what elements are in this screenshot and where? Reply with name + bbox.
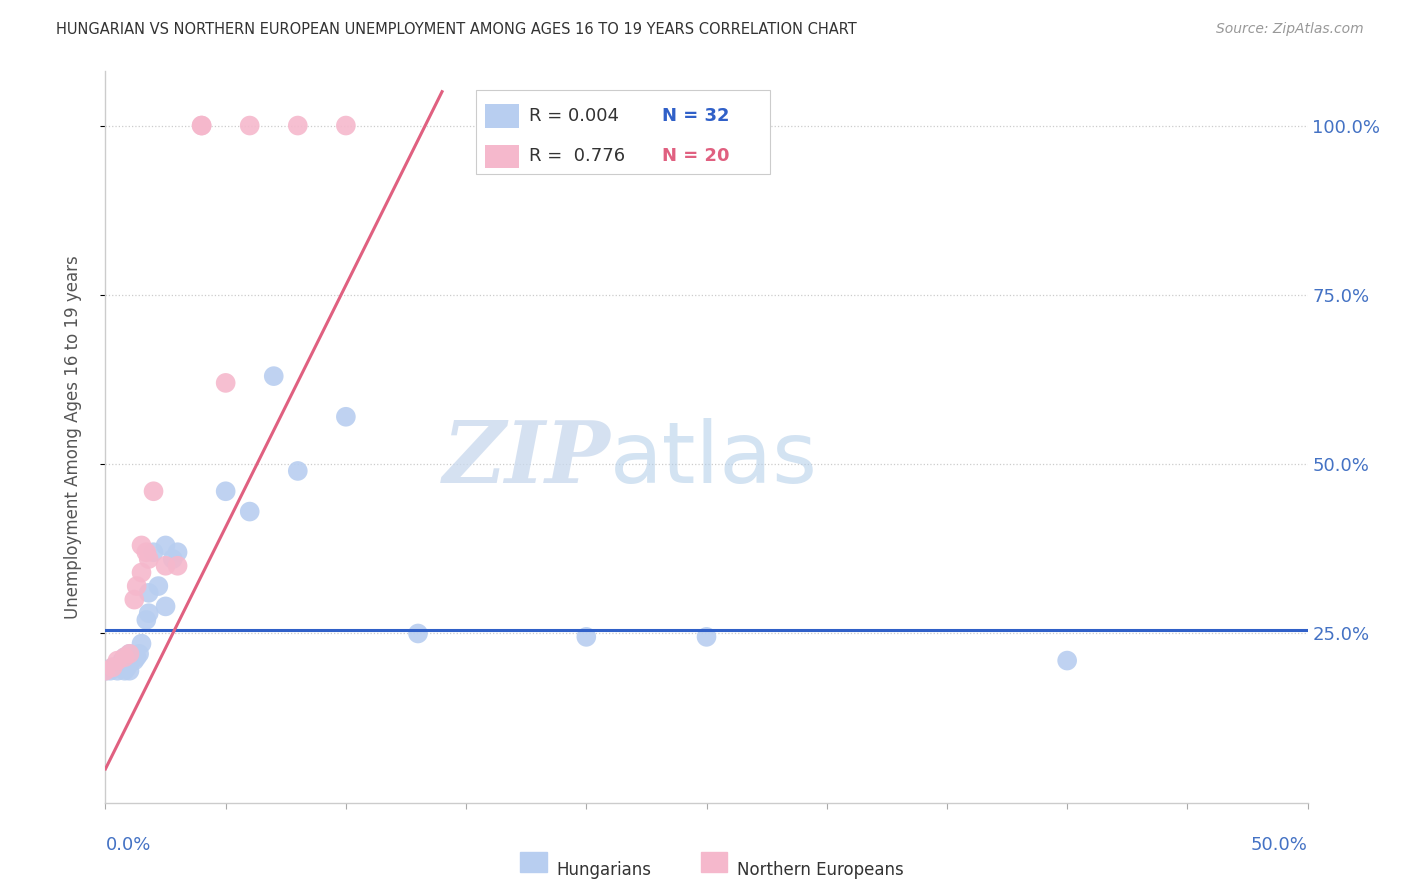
Bar — [700, 852, 727, 872]
Point — [135, 613, 157, 627]
Point — [190, 119, 212, 133]
Point — [125, 579, 148, 593]
Point — [138, 586, 160, 600]
Text: Hungarians: Hungarians — [557, 862, 651, 880]
Point — [335, 409, 357, 424]
Point — [142, 545, 165, 559]
Bar — [520, 852, 547, 872]
Text: N = 20: N = 20 — [662, 147, 730, 165]
Point — [239, 505, 262, 519]
Point — [124, 592, 146, 607]
Point — [138, 552, 160, 566]
Text: N = 32: N = 32 — [662, 107, 730, 125]
Text: atlas: atlas — [610, 417, 818, 500]
Text: R = 0.004: R = 0.004 — [529, 107, 619, 125]
Point — [166, 558, 188, 573]
Point — [138, 606, 160, 620]
Point — [214, 376, 236, 390]
Point — [287, 119, 309, 133]
Point — [94, 664, 117, 678]
Point — [166, 545, 188, 559]
Point — [118, 664, 141, 678]
Point — [94, 664, 117, 678]
Point — [131, 637, 153, 651]
Text: 50.0%: 50.0% — [1251, 836, 1308, 854]
Point — [114, 650, 136, 665]
Text: Source: ZipAtlas.com: Source: ZipAtlas.com — [1216, 22, 1364, 37]
Point — [101, 660, 124, 674]
FancyBboxPatch shape — [475, 90, 770, 174]
Point — [155, 558, 177, 573]
Point — [155, 599, 177, 614]
Point — [162, 552, 184, 566]
Point — [125, 650, 148, 665]
Bar — [485, 145, 519, 168]
Text: R =  0.776: R = 0.776 — [529, 147, 624, 165]
Point — [155, 538, 177, 552]
Point — [111, 654, 134, 668]
Text: Northern Europeans: Northern Europeans — [737, 862, 903, 880]
Point — [101, 660, 124, 674]
Point — [124, 654, 146, 668]
Point — [142, 484, 165, 499]
Text: HUNGARIAN VS NORTHERN EUROPEAN UNEMPLOYMENT AMONG AGES 16 TO 19 YEARS CORRELATIO: HUNGARIAN VS NORTHERN EUROPEAN UNEMPLOYM… — [56, 22, 858, 37]
Text: ZIP: ZIP — [443, 417, 610, 500]
Point — [575, 630, 598, 644]
Point — [118, 647, 141, 661]
Point — [287, 464, 309, 478]
Point — [115, 660, 138, 674]
Point — [131, 538, 153, 552]
Bar — [485, 104, 519, 128]
Point — [239, 119, 262, 133]
Point — [98, 664, 121, 678]
Point — [135, 545, 157, 559]
Point — [118, 647, 141, 661]
Point — [148, 579, 170, 593]
Point — [128, 647, 150, 661]
Point — [1056, 654, 1078, 668]
Point — [406, 626, 429, 640]
Point — [335, 119, 357, 133]
Point — [263, 369, 285, 384]
Y-axis label: Unemployment Among Ages 16 to 19 years: Unemployment Among Ages 16 to 19 years — [63, 255, 82, 619]
Point — [190, 119, 212, 133]
Point — [107, 664, 129, 678]
Point — [696, 630, 718, 644]
Point — [114, 650, 136, 665]
Point — [107, 654, 129, 668]
Point — [214, 484, 236, 499]
Point — [131, 566, 153, 580]
Text: 0.0%: 0.0% — [105, 836, 150, 854]
Point — [114, 664, 136, 678]
